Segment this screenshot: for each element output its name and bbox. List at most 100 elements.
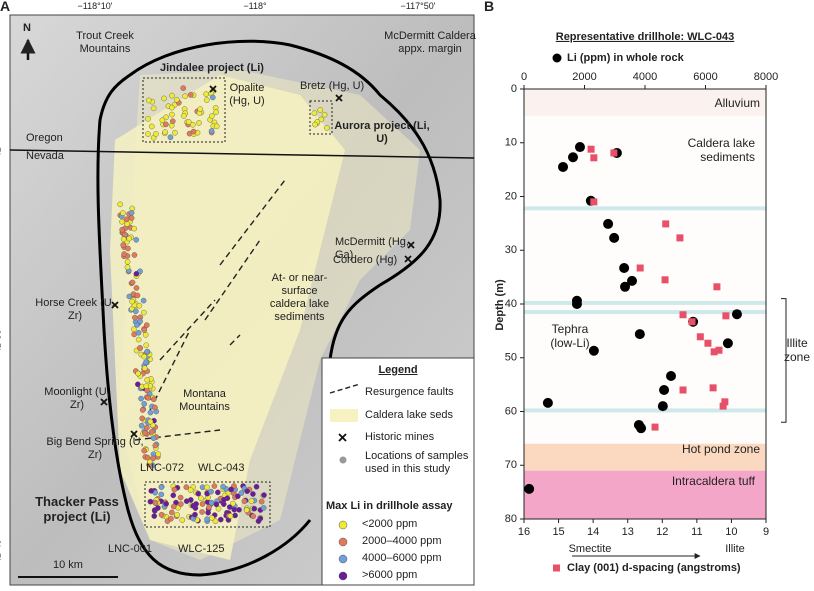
sample-dot (228, 486, 234, 493)
clay-point (662, 220, 670, 228)
sample-dot (227, 513, 234, 519)
map-label: McDermitt Caldera appx. margin (384, 30, 476, 55)
legend-fault (329, 383, 361, 394)
lake-sediments (110, 75, 345, 560)
sample-dot (152, 404, 158, 411)
map-label: Opalite (Hg, U) (229, 82, 265, 107)
sample-dot (159, 117, 166, 124)
sample-dot (124, 221, 130, 227)
sample-dot (148, 429, 155, 435)
sample-dot (141, 365, 148, 372)
sample-dot (153, 131, 159, 137)
legend-sample (339, 456, 347, 464)
sample-dot (311, 110, 318, 116)
li-point (568, 152, 579, 163)
sample-dot (158, 491, 165, 498)
sample-dot (147, 409, 154, 416)
sample-dot (185, 119, 192, 125)
sample-dot (163, 114, 169, 121)
sample-dot (143, 342, 150, 349)
sample-dot (241, 498, 248, 504)
clay-point (709, 384, 717, 392)
sample-dot (206, 504, 212, 511)
sample-dot (143, 322, 150, 328)
sample-dot (135, 370, 141, 377)
sample-dot (208, 499, 215, 506)
sample-dot (209, 113, 215, 119)
sample-dot (190, 128, 197, 135)
legend-li-swatch (338, 554, 348, 564)
sample-dot (181, 113, 187, 119)
legend-mine (338, 433, 347, 442)
sample-dot (317, 107, 324, 113)
sample-dot (128, 210, 135, 216)
li-point (666, 371, 677, 382)
legend-li-label: <2000 ppm (362, 518, 418, 530)
sample-dot (312, 121, 318, 128)
sample-dot (235, 493, 241, 500)
state-line (9, 149, 475, 159)
clay-point (679, 311, 687, 319)
legend-item: Resurgence faults (365, 386, 454, 398)
sample-dot (147, 498, 154, 505)
sample-dot (169, 111, 175, 118)
sample-dot (135, 381, 141, 388)
zone-label: Hot pond zone (681, 442, 760, 456)
sample-dot (173, 96, 180, 103)
map-label: Jindalee project (Li) (160, 62, 264, 74)
sample-dot (243, 507, 250, 513)
sample-dot (168, 515, 174, 522)
sample-dot (258, 498, 265, 505)
x-tick-label: 6000 (693, 71, 717, 83)
sample-dot (147, 418, 154, 425)
tephra-band (524, 310, 766, 315)
x2-tick-label: 12 (656, 526, 668, 538)
zone (524, 89, 766, 116)
sample-dot (119, 226, 125, 233)
sample-dot (183, 498, 190, 504)
x2-tick-label: 9 (763, 526, 769, 538)
sample-dot (120, 236, 127, 243)
sample-dot (230, 500, 236, 507)
sample-dot (204, 97, 210, 103)
legend-label: Clay (001) d-spacing (angstroms) (567, 562, 741, 574)
sample-dot (170, 492, 177, 499)
sample-dot (152, 442, 159, 449)
sample-dot (150, 105, 157, 112)
sample-dot (187, 92, 194, 98)
sample-dot (120, 210, 126, 216)
clay-point (590, 198, 598, 206)
project-boxes (142, 77, 333, 528)
sample-dot (169, 118, 176, 125)
sample-dot (204, 516, 210, 523)
sample-dot (180, 85, 187, 91)
x2-tick-label: 10 (725, 526, 737, 538)
sample-dot (197, 106, 204, 112)
sample-dot (161, 95, 167, 102)
sample-dot (145, 395, 152, 401)
sample-dot (150, 455, 156, 462)
legend-item: Caldera lake seds (365, 409, 454, 421)
sample-dot (220, 483, 226, 490)
sample-dot (144, 348, 150, 355)
sample-dot (132, 308, 139, 315)
sample-dot (179, 517, 186, 523)
sample-dot (141, 447, 147, 454)
li-point (636, 423, 647, 434)
legend-lake (330, 409, 358, 422)
map-label: WLC-125 (178, 543, 225, 555)
sample-dot (324, 125, 330, 131)
sample-dot (217, 516, 224, 523)
sample-dot (145, 97, 152, 104)
clay-point (688, 318, 696, 326)
li-point (659, 385, 670, 395)
y-tick-label: 80 (505, 513, 517, 525)
zone-label: Alluvium (714, 96, 760, 110)
legend-swatch (552, 53, 562, 63)
sample-dot (158, 484, 165, 490)
sample-dot (143, 359, 149, 366)
sample-dot (145, 131, 151, 137)
sample-dot (129, 298, 135, 305)
